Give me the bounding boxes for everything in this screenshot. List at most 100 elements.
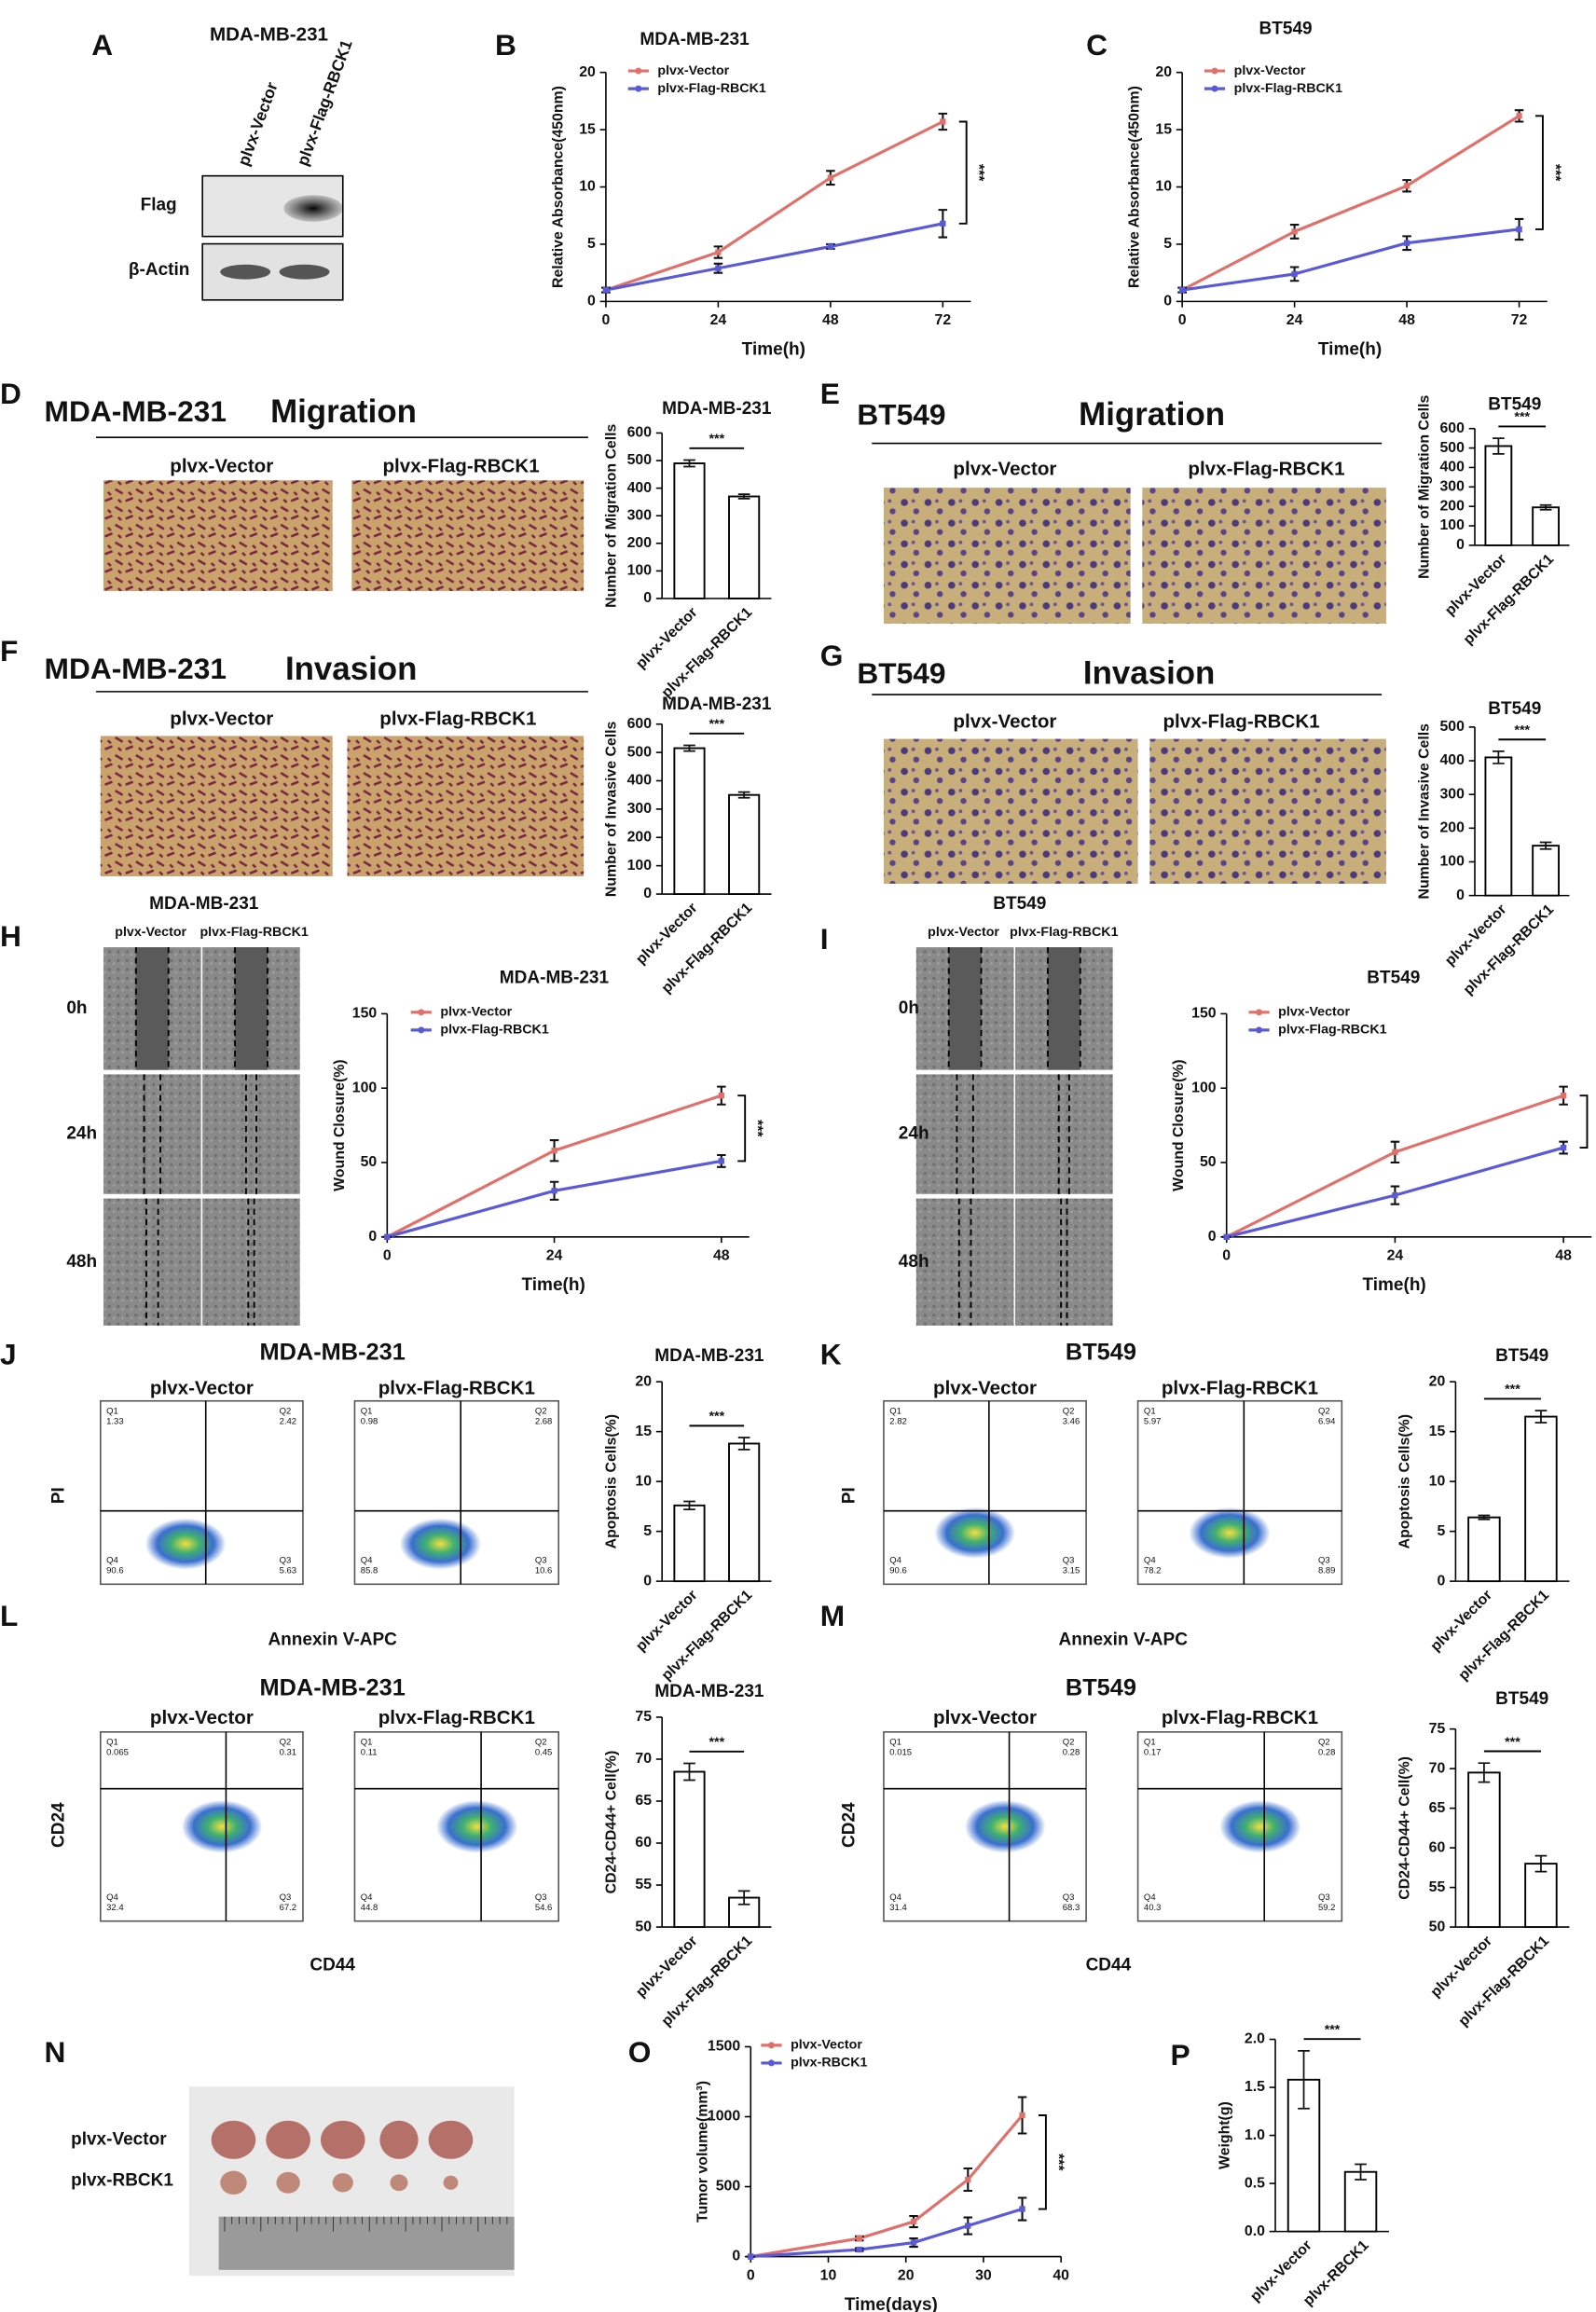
bar — [1524, 1415, 1558, 1583]
quadrant-name: Q4 — [889, 1892, 901, 1903]
panel-heading: Migration — [270, 393, 417, 430]
point — [856, 2246, 862, 2253]
y-tick-label: 55 — [1429, 1879, 1446, 1895]
x-tick-label: plvx-Flag-RBCK1 — [1461, 551, 1558, 648]
x-axis-label: Time(h) — [1318, 340, 1382, 360]
quadrant-value: 0.11 — [361, 1748, 378, 1758]
legend-label: plvx-RBCK1 — [791, 2056, 867, 2071]
y-tick-label: 0.0 — [1245, 2223, 1265, 2239]
point — [965, 2176, 971, 2183]
y-tick-label: 500 — [1439, 440, 1465, 456]
significance: *** — [709, 1735, 724, 1750]
point — [827, 174, 834, 181]
y-tick-label: 100 — [1191, 1080, 1217, 1095]
label: 0h — [899, 998, 919, 1018]
label: plvx-Flag-RBCK1 — [1162, 1707, 1318, 1728]
point — [1019, 2112, 1025, 2119]
legend-label: plvx-Vector — [1278, 1005, 1350, 1020]
point — [910, 2239, 917, 2246]
error-bar — [737, 1890, 750, 1906]
x-tick-label: 48 — [1555, 1248, 1572, 1264]
quadrant-name: Q4 — [361, 1892, 373, 1903]
y-tick-label: 2.0 — [1245, 2031, 1265, 2047]
point — [1019, 2206, 1025, 2212]
bar — [1484, 445, 1513, 546]
y-tick-label: 20 — [1155, 64, 1172, 80]
label: plvx-Vector — [170, 455, 273, 476]
y-axis-label: Number of Invasive Cells — [603, 721, 619, 897]
legend-label: plvx-Vector — [1234, 63, 1306, 78]
x-tick-label: 48 — [822, 312, 839, 328]
legend-label: plvx-Flag-RBCK1 — [1278, 1023, 1386, 1038]
panel-letter: E — [820, 377, 840, 410]
point — [748, 2253, 754, 2260]
x-axis-label: Time(days) — [845, 2295, 938, 2312]
chart-title: BT549 — [1488, 699, 1541, 719]
chart-title: MDA-MB-231 — [654, 1346, 764, 1366]
y-tick-label: 70 — [1429, 1760, 1446, 1776]
wound-image — [915, 1074, 1014, 1194]
wound-image — [202, 1074, 300, 1194]
point — [910, 2218, 917, 2225]
label: Annexin V-APC — [268, 1631, 397, 1650]
error-bar — [1478, 1762, 1491, 1783]
y-axis-label: Relative Absorbance(450nm) — [1127, 86, 1143, 288]
panel-heading: MDA-MB-231 — [45, 394, 227, 428]
x-tick-label: 0 — [602, 312, 611, 328]
legend-swatch — [418, 1009, 425, 1016]
label: plvx-Flag-RBCK1 — [1162, 1377, 1318, 1398]
quadrant-value: 54.6 — [535, 1903, 553, 1913]
y-tick-label: 1.0 — [1245, 2127, 1265, 2143]
y-tick-label: 200 — [1439, 820, 1465, 836]
quadrant-value: 0.065 — [106, 1748, 129, 1758]
significance: *** — [709, 1410, 724, 1424]
panel-heading: BT549 — [857, 397, 945, 431]
error-bar — [1478, 1514, 1491, 1521]
y-tick-label: 100 — [1439, 854, 1465, 870]
micrograph — [351, 480, 585, 592]
wound-image — [915, 1198, 1014, 1326]
chart-title: BT549 — [1488, 394, 1541, 414]
x-tick-label: 20 — [898, 2267, 915, 2283]
ruler — [218, 2216, 515, 2270]
label: PI — [48, 1487, 68, 1504]
y-tick-label: 50 — [1429, 1919, 1446, 1934]
quadrant-name: Q1 — [889, 1406, 901, 1416]
y-tick-label: 15 — [579, 121, 596, 137]
x-tick-label: 0 — [383, 1248, 392, 1264]
quadrant-name: Q3 — [535, 1555, 547, 1565]
point — [1516, 226, 1522, 233]
y-tick-label: 50 — [361, 1154, 378, 1170]
quadrant-name: Q4 — [361, 1555, 373, 1565]
y-tick-label: 0 — [1437, 1573, 1445, 1589]
quadrant-value: 5.97 — [1144, 1416, 1162, 1426]
flow-population — [1219, 1799, 1301, 1853]
label: BT549 — [993, 894, 1046, 914]
x-tick-label: plvx-Flag-RBCK1 — [1461, 901, 1558, 998]
label: 24h — [899, 1124, 929, 1144]
tumor — [379, 2120, 419, 2159]
label: CD24 — [840, 1802, 860, 1848]
quadrant-value: 3.46 — [1063, 1416, 1080, 1426]
x-axis-label: Time(h) — [742, 340, 805, 360]
y-tick-label: 100 — [1439, 517, 1465, 533]
quadrant-value: 5.63 — [280, 1566, 297, 1576]
quadrant-name: Q2 — [1063, 1737, 1075, 1747]
wound-image — [202, 1198, 300, 1326]
point — [551, 1188, 557, 1194]
y-tick-label: 600 — [627, 716, 653, 732]
y-tick-label: 500 — [627, 452, 653, 468]
bar — [728, 495, 761, 599]
y-tick-label: 0 — [587, 294, 596, 310]
micrograph — [1142, 488, 1386, 624]
y-tick-label: 600 — [627, 425, 653, 441]
legend-label: plvx-Flag-RBCK1 — [1234, 81, 1342, 96]
x-tick-label: 0 — [1178, 312, 1187, 328]
y-tick-label: 0 — [368, 1229, 377, 1245]
bar — [673, 1504, 706, 1583]
error-bar — [683, 1762, 695, 1782]
error-bar — [1539, 841, 1552, 850]
quadrant-value: 32.4 — [106, 1903, 124, 1913]
x-tick-label: 0 — [1222, 1248, 1231, 1264]
panel-letter: B — [495, 28, 516, 62]
